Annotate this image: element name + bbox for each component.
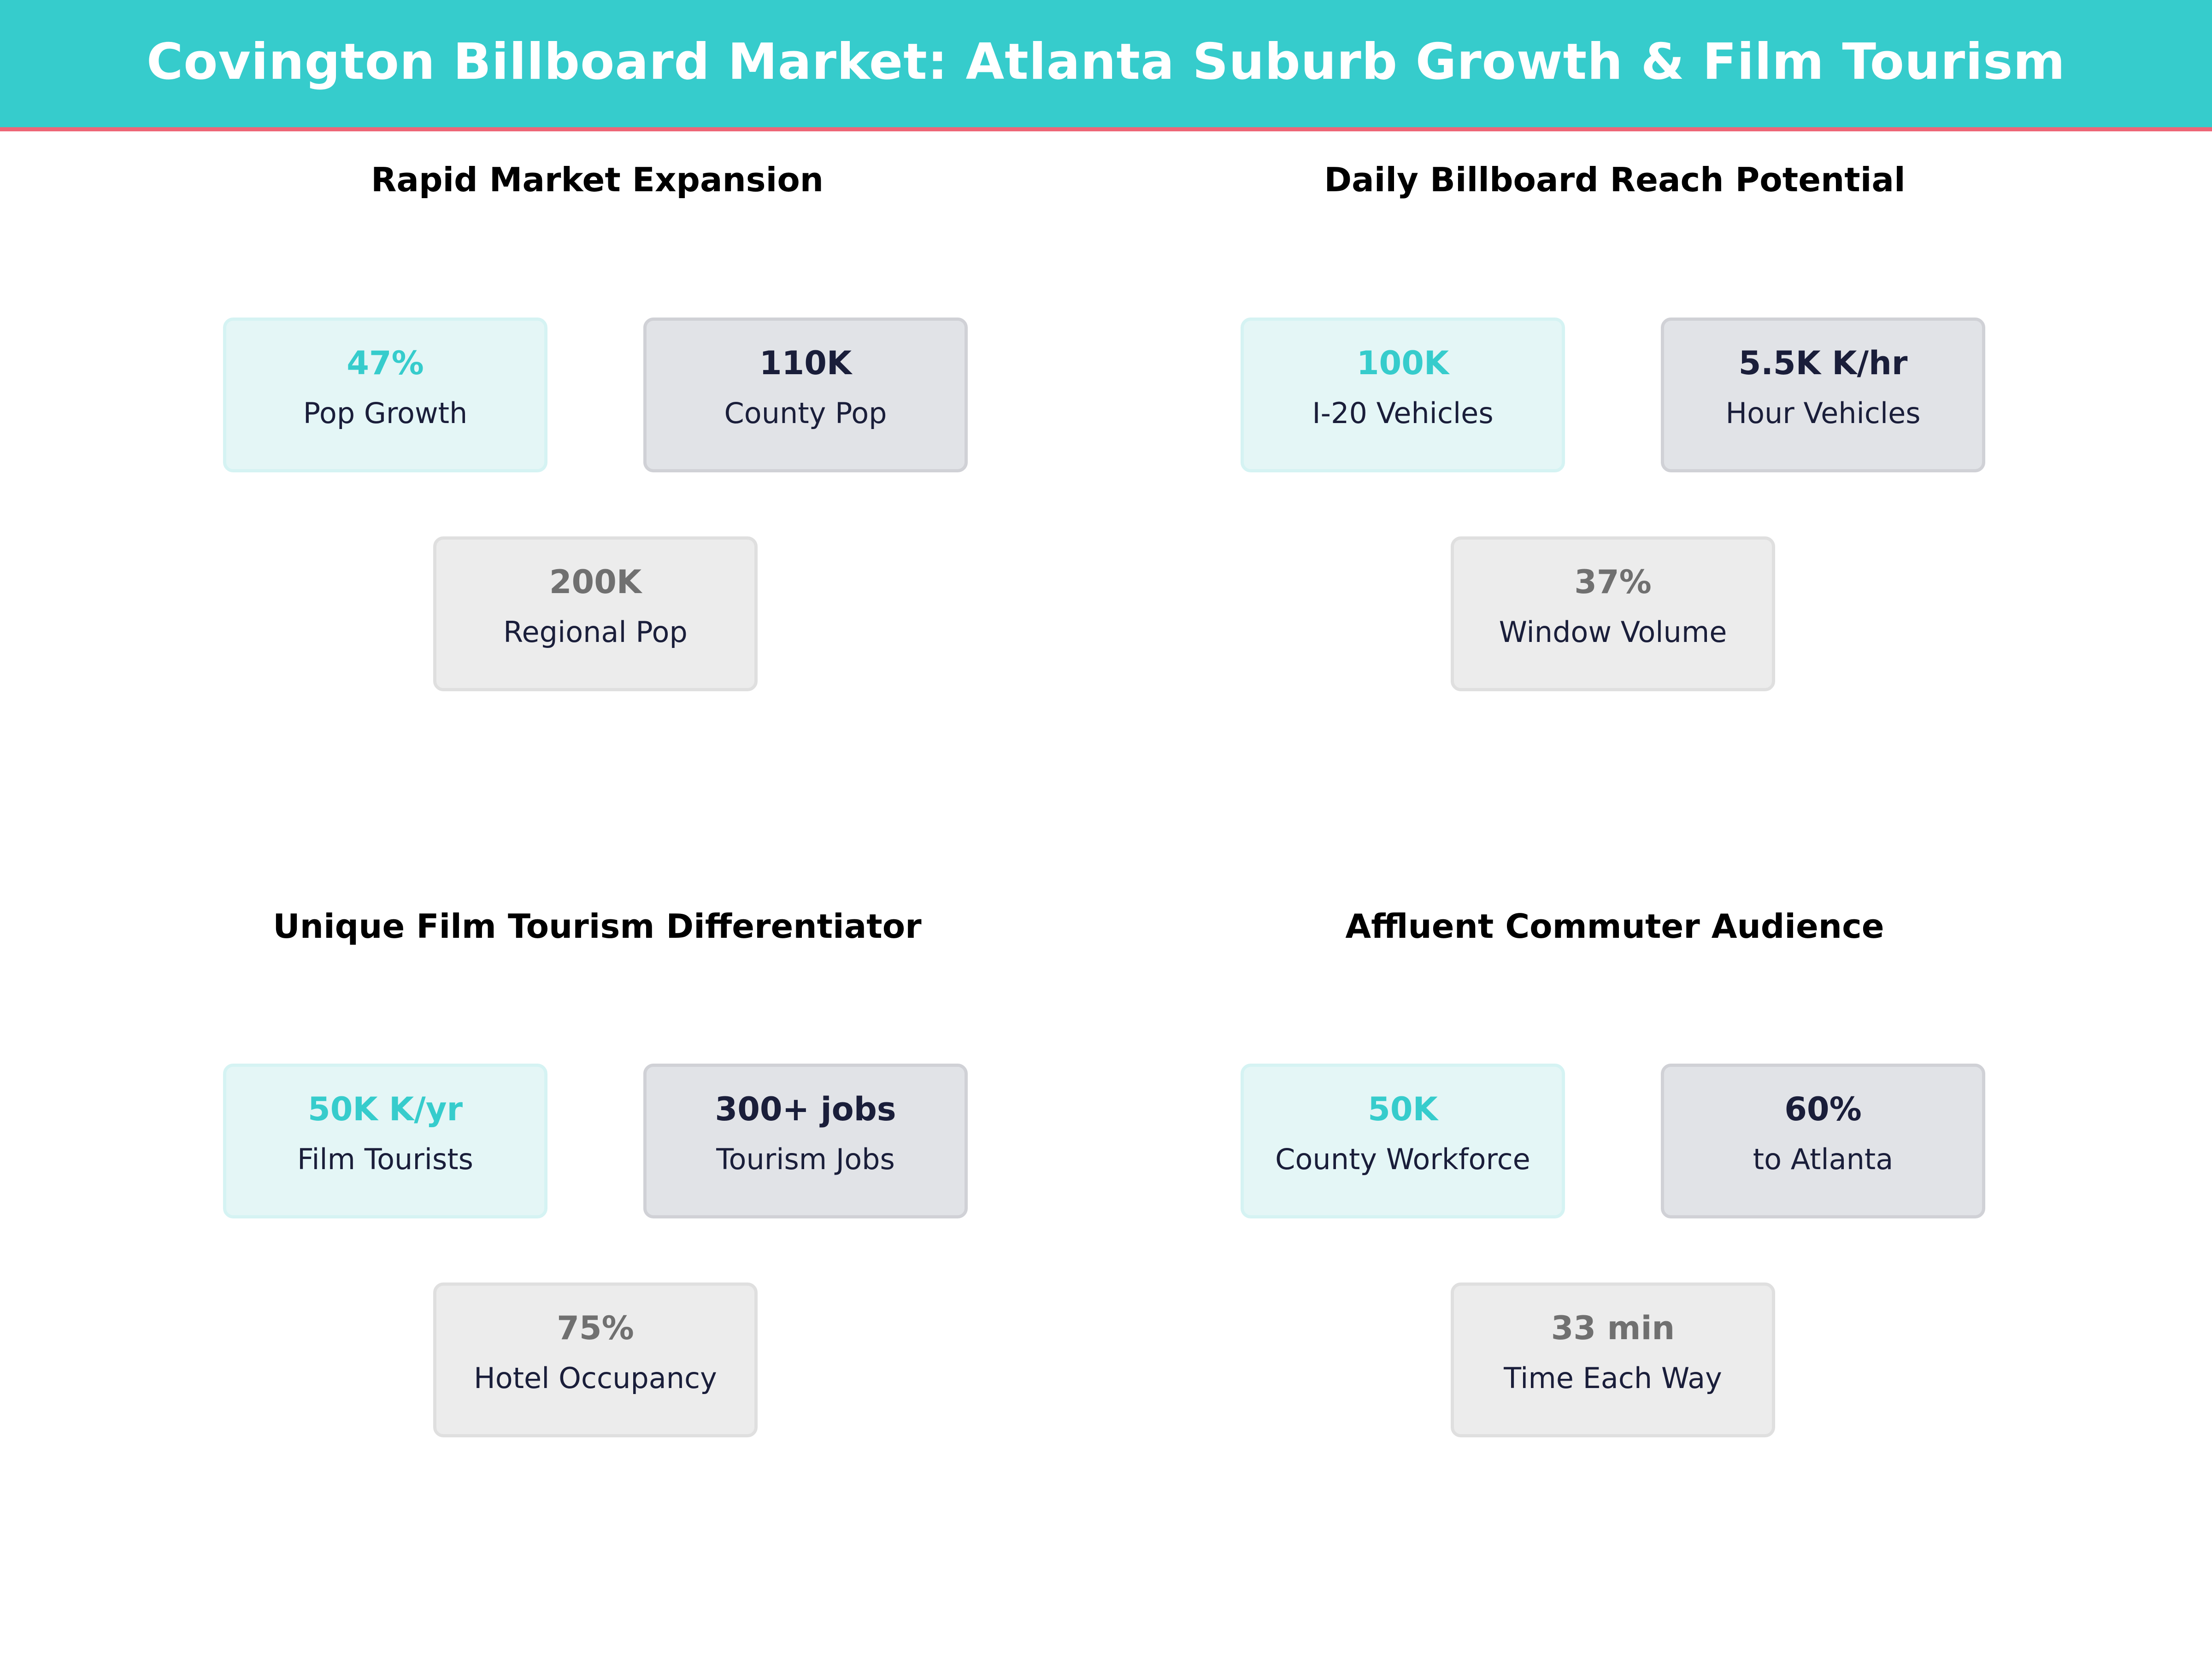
- metric-card-hour-vehicles: 5.5K K/hr Hour Vehicles: [1661, 318, 1985, 472]
- metric-card-commute-time: 33 min Time Each Way: [1451, 1282, 1775, 1437]
- metric-card-tourism-jobs: 300+ jobs Tourism Jobs: [643, 1064, 968, 1218]
- metric-label: County Pop: [724, 396, 887, 430]
- metric-label: Time Each Way: [1504, 1361, 1722, 1395]
- metric-label: Hour Vehicles: [1725, 396, 1921, 430]
- page-title: Covington Billboard Market: Atlanta Subu…: [147, 33, 2065, 91]
- metric-label: Tourism Jobs: [716, 1142, 895, 1176]
- metric-value: 200K: [549, 563, 642, 601]
- metric-label: I-20 Vehicles: [1312, 396, 1494, 430]
- metric-card-county-workforce: 50K County Workforce: [1241, 1064, 1565, 1218]
- metric-card-to-atlanta: 60% to Atlanta: [1661, 1064, 1985, 1218]
- metric-card-regional-pop: 200K Regional Pop: [433, 536, 758, 691]
- metric-label: Regional Pop: [503, 615, 688, 649]
- metric-value: 100K: [1356, 344, 1449, 382]
- metric-label: Window Volume: [1499, 615, 1727, 649]
- panel-title-commuter-audience: Affluent Commuter Audience: [1345, 907, 1884, 946]
- metric-label: to Atlanta: [1753, 1142, 1894, 1176]
- metric-label: Hotel Occupancy: [474, 1361, 717, 1395]
- metric-value: 75%: [557, 1309, 634, 1347]
- metric-card-window-volume: 37% Window Volume: [1451, 536, 1775, 691]
- metric-value: 33 min: [1551, 1309, 1675, 1347]
- panel-title-billboard-reach: Daily Billboard Reach Potential: [1324, 160, 1906, 199]
- metric-value: 110K: [759, 344, 852, 382]
- metric-value: 5.5K K/hr: [1738, 344, 1908, 382]
- metric-card-film-tourists: 50K K/yr Film Tourists: [223, 1064, 547, 1218]
- metric-label: Film Tourists: [297, 1142, 473, 1176]
- metric-value: 37%: [1574, 563, 1652, 601]
- panel-title-film-tourism: Unique Film Tourism Differentiator: [273, 907, 922, 946]
- panel-title-market-expansion: Rapid Market Expansion: [371, 160, 824, 199]
- metric-value: 300+ jobs: [715, 1090, 896, 1128]
- header-banner: Covington Billboard Market: Atlanta Subu…: [0, 0, 2212, 131]
- metric-value: 47%: [347, 344, 424, 382]
- metric-card-i20-vehicles: 100K I-20 Vehicles: [1241, 318, 1565, 472]
- metric-label: Pop Growth: [303, 396, 468, 430]
- metric-card-pop-growth: 47% Pop Growth: [223, 318, 547, 472]
- metric-value: 60%: [1784, 1090, 1862, 1128]
- metric-label: County Workforce: [1275, 1142, 1530, 1176]
- metric-card-county-pop: 110K County Pop: [643, 318, 968, 472]
- metric-value: 50K: [1368, 1090, 1438, 1128]
- metric-card-hotel-occupancy: 75% Hotel Occupancy: [433, 1282, 758, 1437]
- metric-value: 50K K/yr: [308, 1090, 463, 1128]
